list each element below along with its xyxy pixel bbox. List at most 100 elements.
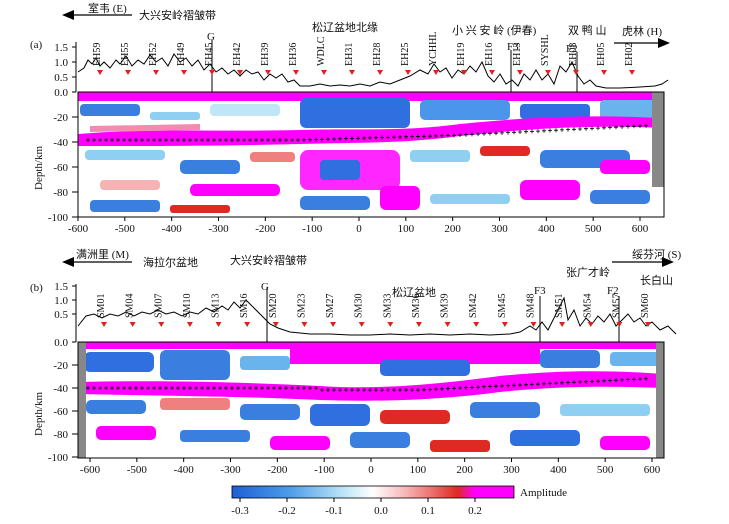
station-label: EH49	[176, 43, 187, 66]
panel-b-depth-tick: -100	[48, 452, 69, 464]
station-label: EH25	[400, 43, 411, 66]
station-marker	[215, 322, 222, 327]
x-tick-label: 400	[550, 464, 567, 476]
station-label: SM01	[96, 294, 107, 318]
panel-a-left-arrow	[62, 10, 132, 20]
panel-a-right-direction: 虎林 (H)	[622, 24, 662, 38]
station-label: EH59	[92, 43, 103, 66]
panel-a-depth-tick: -60	[53, 162, 68, 174]
panel-a-region-4: 双 鸭 山	[568, 24, 607, 37]
station-marker	[377, 70, 383, 75]
x-tick-label: -300	[220, 464, 241, 476]
station-label: EH08	[568, 43, 579, 66]
panel-a-right-arrow	[614, 38, 670, 48]
station-marker	[387, 322, 394, 327]
station-label: EH55	[120, 43, 131, 66]
panel-b-depth-label: Depth/km	[33, 392, 45, 436]
station-label: WDLC	[316, 36, 327, 66]
station-label: SM27	[325, 294, 336, 318]
station-marker	[349, 70, 355, 75]
panel-b-left-arrow	[62, 257, 132, 267]
x-tick-label: 500	[585, 223, 602, 235]
colorbar-tick: 0.1	[421, 505, 435, 517]
colorbar-tick: 0.0	[374, 505, 388, 517]
station-marker	[358, 322, 365, 327]
panel-a-depth-label: Depth/km	[33, 146, 45, 190]
x-tick-label: -600	[80, 464, 101, 476]
x-tick-label: -400	[162, 223, 183, 235]
station-marker	[461, 70, 467, 75]
station-marker	[97, 70, 103, 75]
panel-a-depth-tick: -80	[53, 187, 68, 199]
panel-b-fault-f3-label: F3	[534, 285, 546, 297]
station-marker	[517, 70, 523, 75]
x-tick-label: -200	[267, 464, 288, 476]
x-tick-label: 300	[503, 464, 520, 476]
panel-b-region-3: 松辽盆地	[392, 285, 436, 299]
panel-a-elevation-axis: 1.5 1.0 0.5 0.0	[54, 42, 77, 99]
x-tick-label: 100	[410, 464, 427, 476]
colorbar-tick: -0.2	[278, 505, 295, 517]
station-label: EH13	[512, 43, 523, 66]
x-tick-label: -500	[115, 223, 136, 235]
station-marker	[158, 322, 165, 327]
panel-b-elevation-axis: 1.5 1.0 0.5 0.0	[54, 281, 77, 349]
station-label: EH52	[148, 43, 159, 66]
station-marker	[501, 322, 508, 327]
station-marker	[473, 322, 480, 327]
panel-a-depth-axis: -20 -40 -60 -80 -100 Depth/km	[33, 112, 78, 224]
panel-a-region-3: 小 兴 安 岭 (伊春)	[452, 23, 537, 37]
panel-b-depth-tick: -40	[53, 383, 68, 395]
x-tick-label: -600	[68, 223, 89, 235]
panel-a-region-1: 大兴安岭褶皱带	[139, 8, 216, 22]
station-marker	[545, 70, 551, 75]
station-label: EH02	[624, 43, 635, 66]
station-label: EH42	[232, 43, 243, 66]
panel-a: (a) 室韦 (E) 虎林 (H) 大兴安岭褶皱带 松辽盆地北缘 小 兴 安 岭…	[30, 1, 670, 235]
x-tick-label: 0	[356, 223, 362, 235]
station-marker	[415, 322, 422, 327]
panel-b-elev-tick: 0.5	[54, 309, 68, 321]
x-tick-label: -100	[314, 464, 335, 476]
panel-b-depth-axis: -20 -40 -60 -80 -100 Depth/km	[33, 360, 78, 464]
station-label: SM57	[611, 294, 622, 318]
panel-a-station-labels: EH59 EH55 EH52 EH49 EH45 EH42 EH39 EH36 WDLC EH31…	[92, 32, 635, 75]
station-label: SM51	[554, 294, 565, 318]
panel-b-elev-tick: 0.0	[54, 337, 68, 349]
station-marker	[601, 70, 607, 75]
station-marker	[489, 70, 495, 75]
x-tick-label: -400	[174, 464, 195, 476]
station-label: SM30	[354, 294, 365, 318]
panel-a-x-axis: -600 -500 -400 -300 -200 -100 0 100 200 300 400 500…	[68, 217, 649, 235]
panel-b-fault-f2-label: F2	[607, 285, 619, 297]
panel-b-depth-tick: -60	[53, 406, 68, 418]
station-marker	[293, 70, 299, 75]
station-label: EH05	[596, 43, 607, 66]
panel-b-region-1: 海拉尔盆地	[143, 255, 198, 269]
x-tick-label: 200	[456, 464, 473, 476]
station-marker	[209, 70, 215, 75]
panel-b-region-2: 大兴安岭褶皱带	[230, 253, 307, 267]
station-marker	[433, 70, 439, 75]
station-label: SM60	[640, 294, 651, 318]
panel-a-label: (a)	[30, 39, 43, 51]
panel-a-topography	[77, 53, 669, 89]
x-tick-label: 500	[597, 464, 614, 476]
station-label: SM42	[468, 294, 479, 318]
panel-a-elev-tick: 0.5	[54, 72, 68, 84]
panel-b-elev-tick: 1.0	[54, 295, 68, 307]
x-tick-label: -500	[127, 464, 148, 476]
station-label: SM54	[583, 294, 594, 318]
station-marker	[237, 70, 243, 75]
station-marker	[129, 322, 136, 327]
station-label: EH19	[456, 43, 467, 66]
station-label: EH28	[372, 43, 383, 66]
station-label: SM10	[182, 294, 193, 318]
x-tick-label: -300	[208, 223, 229, 235]
station-label: EH39	[260, 43, 271, 66]
panel-b: (b) 满洲里 (M) 绥芬河 (S) 海拉尔盆地 大兴安岭褶皱带 松辽盆地 张…	[30, 248, 682, 476]
station-marker	[244, 322, 251, 327]
station-label: SM16	[239, 294, 250, 318]
station-label: EH36	[288, 43, 299, 66]
